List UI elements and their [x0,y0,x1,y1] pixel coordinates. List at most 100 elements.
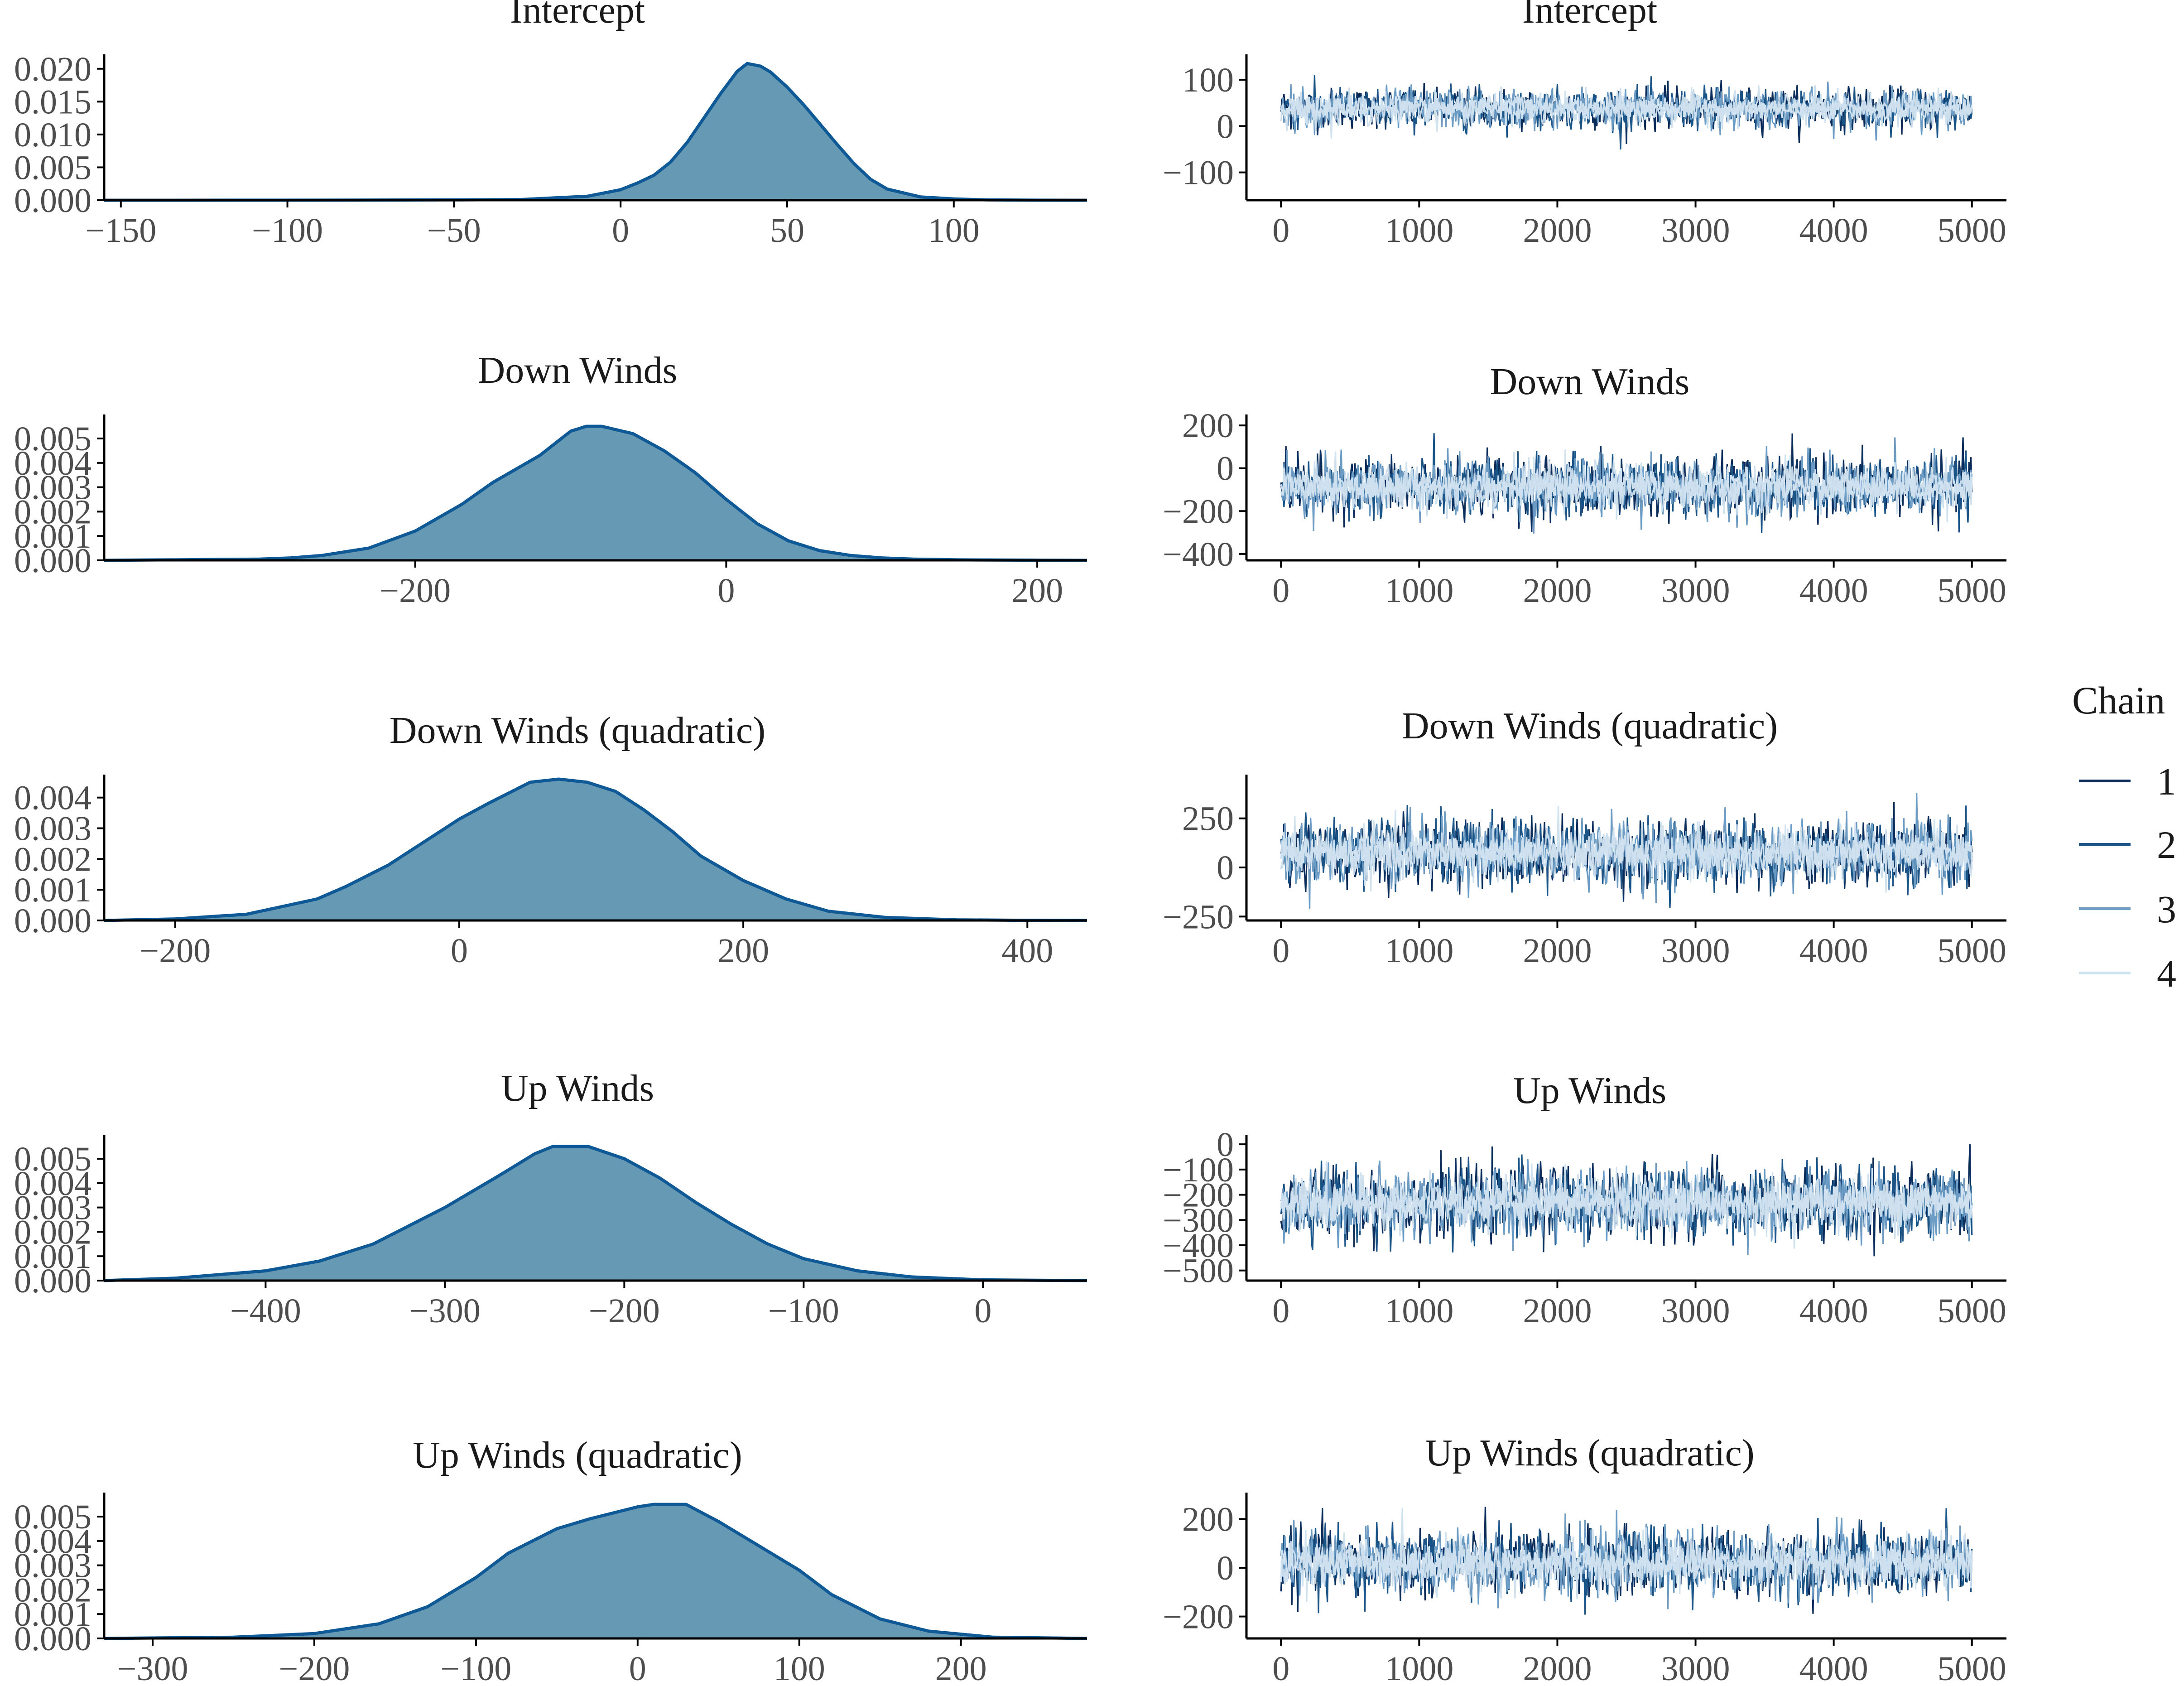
trace-panel-2: Down Winds 0 1000 2000 3000 4000 5000 −400 −200 0… [1163,361,2006,610]
x-tick-label: −300 [409,1292,481,1330]
density-panel-2: Down Winds−200 0 2000.0000.0010.0020.0030.… [14,349,1087,610]
trace-panel-1: Intercept 0 1000 2000 3000 4000 5000 −100 0 100 [1163,0,2006,250]
y-tick-label: 0.002 [14,1571,91,1609]
trace-panel-4: Up Winds 0 1000 2000 3000 4000 5000 −500−400−30… [1163,1069,2006,1330]
density-area [104,1504,1087,1638]
legend-item-1: 1 [2079,760,2176,803]
density-area [104,1146,1087,1281]
y-tick-label: −100 [1163,154,1234,192]
panel-title: Down Winds (quadratic) [390,709,765,751]
x-tick-label: 50 [770,212,804,250]
x-tick-label: 0 [717,572,735,610]
panel-title: Intercept [1522,0,1657,31]
x-tick-label: 5000 [1938,212,2006,250]
panel-title: Up Winds [501,1067,654,1109]
x-tick-label: 2000 [1523,1650,1592,1686]
x-tick-label: 5000 [1938,1292,2006,1330]
y-tick-label: 0.000 [14,1262,91,1300]
x-tick-label: 0 [629,1650,646,1686]
y-tick-label: 0.004 [14,779,91,817]
panel-title: Up Winds (quadratic) [413,1434,742,1476]
density-line [104,777,1087,922]
y-tick-label: 0.002 [14,493,91,531]
y-tick-label: 0.010 [14,116,91,154]
x-tick-label: 5000 [1938,572,2006,610]
y-tick-label: 0.000 [14,1620,91,1658]
x-tick-label: 5000 [1938,1650,2006,1686]
x-tick-label: 4000 [1799,212,1868,250]
x-tick-label: 0 [451,932,468,970]
x-tick-label: 0 [974,1292,991,1330]
y-tick-label: −400 [1163,1227,1234,1265]
density-line [104,1145,1087,1282]
y-tick-label: 0.002 [14,840,91,878]
x-tick-label: −150 [85,212,156,250]
y-tick-label: 0.001 [14,1238,91,1276]
trace-chain-4-band [1280,451,1973,510]
x-tick-label: −100 [440,1650,511,1686]
panel-title: Down Winds [1490,361,1690,403]
x-tick-label: 1000 [1385,932,1453,970]
x-tick-label: 3000 [1661,932,1730,970]
x-tick-label: 4000 [1799,572,1868,610]
x-tick-label: 2000 [1523,1292,1592,1330]
x-tick-label: −200 [140,932,211,970]
x-tick-label: 1000 [1385,1650,1453,1686]
y-tick-label: 0.005 [14,149,91,187]
density-panel-3: Down Winds (quadratic)−200 0 200 4000.0000.… [14,709,1087,970]
x-tick-label: 0 [1272,572,1289,610]
x-tick-label: 400 [1001,932,1053,970]
y-tick-label: 0 [1217,1549,1234,1587]
density-line [104,424,1087,562]
y-tick-label: 0 [1217,107,1234,145]
trace-panel-5: Up Winds (quadratic)0 1000 2000 3000 4000 500… [1163,1432,2006,1686]
x-tick-label: −200 [589,1292,660,1330]
y-tick-label: −500 [1163,1252,1234,1290]
density-area [104,426,1087,560]
y-tick-label: −400 [1163,535,1234,573]
y-tick-label: 100 [1182,61,1234,99]
x-tick-label: −100 [768,1292,839,1330]
x-tick-label: 2000 [1523,932,1592,970]
x-tick-label: 2000 [1523,572,1592,610]
x-tick-label: 3000 [1661,212,1730,250]
trace-panel-3: Down Winds (quadratic) 0 1000 2000 3000 4000 5… [1163,705,2006,970]
legend-label-1: 1 [2157,760,2176,803]
y-tick-label: 0.004 [14,1522,91,1561]
y-tick-label: 0.003 [14,810,91,848]
y-tick-label: 0 [1217,1126,1234,1164]
y-tick-label: −250 [1163,898,1234,936]
y-tick-label: 0.002 [14,1213,91,1251]
panels: Intercept−150 −100 −50 0 50 1000.0000.0050.01… [14,0,2006,1686]
trace-chain-4-band [1280,92,1973,128]
x-tick-label: 0 [1272,212,1289,250]
x-tick-label: 0 [612,212,629,250]
y-tick-label: 0 [1217,450,1234,488]
panel-title: Up Winds [1513,1069,1666,1112]
legend-label-2: 2 [2157,823,2176,867]
trace-chain-4-band [1280,1535,1973,1590]
x-tick-label: 3000 [1661,1292,1730,1330]
legend-item-2: 2 [2079,823,2176,867]
x-tick-label: −200 [380,572,451,610]
y-tick-label: 0.005 [14,1140,91,1178]
y-tick-label: 0.003 [14,1189,91,1227]
y-tick-label: 0.005 [14,1498,91,1536]
panel-title: Intercept [510,0,645,31]
x-tick-label: 200 [717,932,769,970]
x-tick-label: 5000 [1938,932,2006,970]
y-tick-label: 0.020 [14,50,91,88]
x-tick-label: 4000 [1799,1650,1868,1686]
y-tick-label: −200 [1163,1176,1234,1214]
y-tick-label: 0.015 [14,83,91,121]
x-tick-label: 0 [1272,932,1289,970]
legend-title: Chain [2072,679,2165,722]
y-tick-label: 0.000 [14,182,91,220]
y-tick-label: 200 [1182,407,1234,445]
chain-legend: Chain 1 2 3 4 [2072,679,2176,995]
x-tick-label: 2000 [1523,212,1592,250]
y-tick-label: 0.000 [14,542,91,580]
panel-title: Down Winds (quadratic) [1402,705,1778,747]
trace-chain-4-band [1280,1168,1973,1236]
